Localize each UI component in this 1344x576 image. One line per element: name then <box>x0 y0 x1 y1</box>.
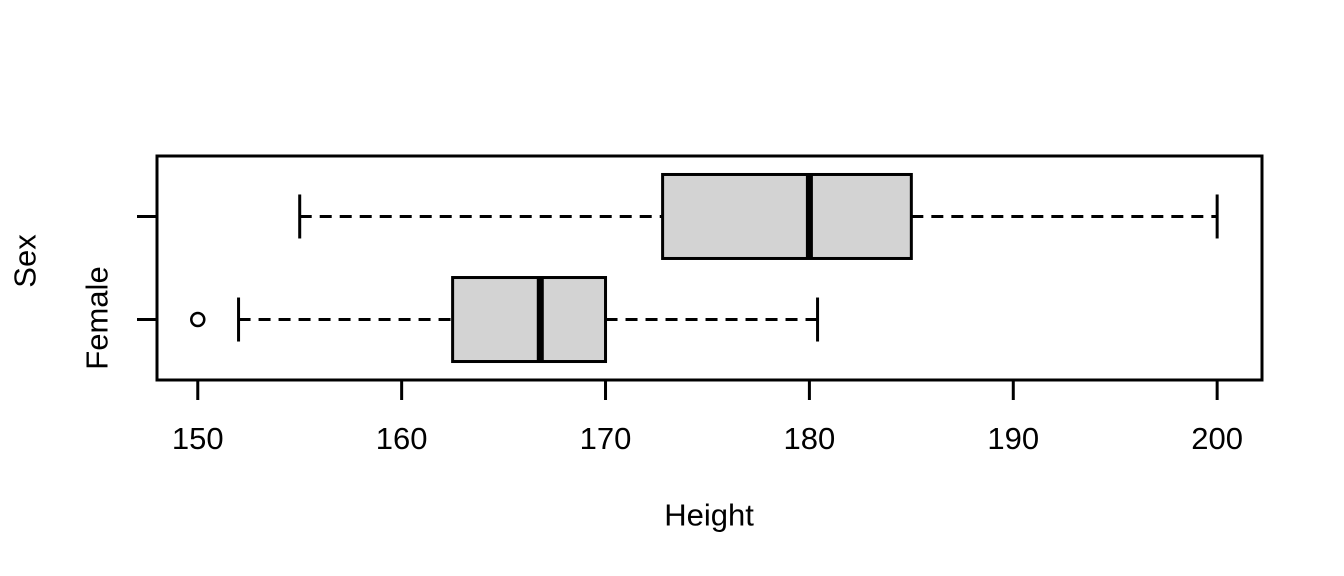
plot-border <box>155 154 1264 382</box>
y-tick-label-female: Female <box>79 266 115 370</box>
x-tick-label: 170 <box>580 421 632 456</box>
y-axis-title: Sex <box>7 234 43 288</box>
iqr-box <box>661 172 913 260</box>
iqr-box <box>451 276 608 364</box>
outlier-point <box>190 311 206 328</box>
x-tick-label: 160 <box>376 421 428 456</box>
x-axis-title: Height <box>664 497 754 533</box>
x-tick-label: 200 <box>1191 421 1243 456</box>
x-tick-label: 190 <box>987 421 1039 456</box>
x-tick-label: 150 <box>172 421 224 456</box>
x-tick-label: 180 <box>784 421 836 456</box>
